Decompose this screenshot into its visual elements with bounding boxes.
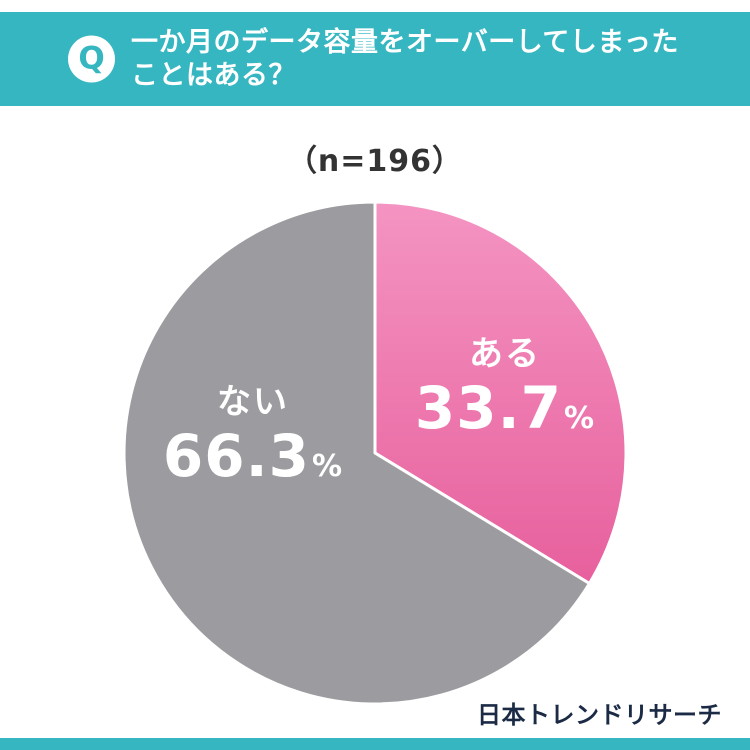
pie-label-nai-text: ない	[216, 382, 289, 422]
percent-sign: %	[564, 400, 596, 436]
pie-label-aru-value: 33.7%	[414, 373, 596, 442]
question-header: Q 一か月のデータ容量をオーバーしてしまった ことはある？	[0, 12, 750, 106]
pie-slice-aru	[373, 200, 628, 585]
percent-sign: %	[312, 448, 344, 484]
pie-value-number: 33.7	[414, 373, 563, 442]
source-credit: 日本トレンドリサーチ	[477, 701, 722, 729]
question-title-line1: 一か月のデータ容量をオーバーしてしまった	[131, 26, 679, 58]
pie-chart	[122, 200, 628, 706]
question-title: 一か月のデータ容量をオーバーしてしまった ことはある？	[131, 26, 679, 93]
pie-label-nai: ない 66.3%	[163, 382, 343, 489]
pie-value-number: 66.3	[162, 421, 311, 490]
pie-label-aru-text: ある	[468, 334, 541, 374]
q-icon: Q	[78, 40, 105, 77]
pie-label-aru: ある 33.7%	[415, 334, 595, 441]
bottom-accent-bar	[0, 738, 750, 750]
question-title-line2: ことはある？	[131, 60, 296, 91]
pie-label-nai-value: 66.3%	[162, 421, 344, 490]
pie-slice-nai	[122, 200, 591, 706]
q-badge: Q	[68, 35, 115, 83]
sample-size-label: （n=196）	[286, 144, 464, 179]
